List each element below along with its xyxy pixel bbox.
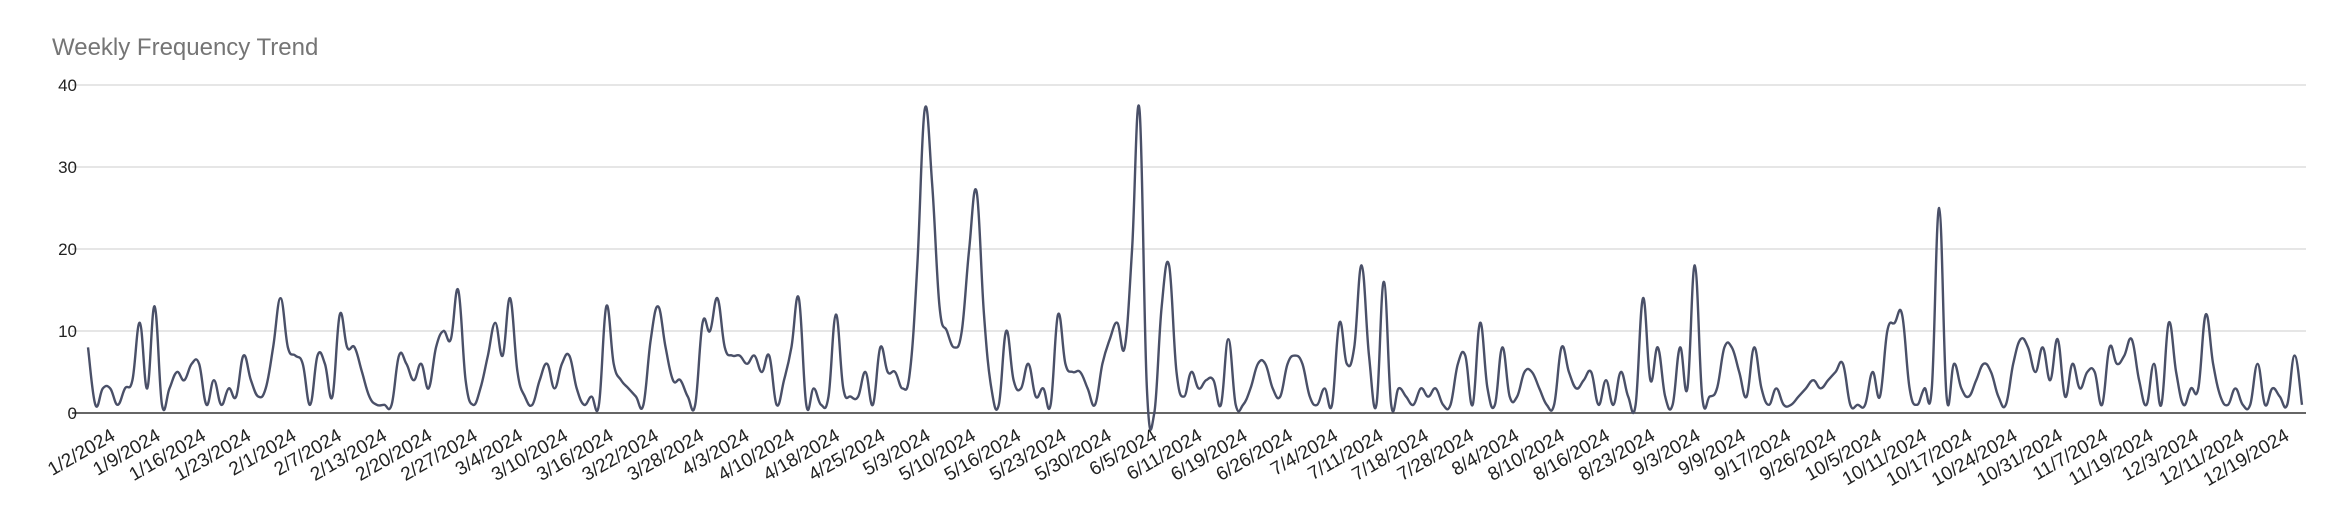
y-tick-label: 20 bbox=[58, 240, 77, 259]
x-axis-ticks: 1/2/20241/9/20241/16/20241/23/20242/1/20… bbox=[44, 425, 2293, 491]
y-tick-label: 40 bbox=[58, 76, 77, 95]
chart-title: Weekly Frequency Trend bbox=[52, 34, 319, 61]
y-tick-label: 30 bbox=[58, 158, 77, 177]
y-axis-ticks: 0 10 20 30 40 bbox=[58, 76, 77, 423]
y-tick-label: 0 bbox=[68, 404, 77, 423]
y-tick-label: 10 bbox=[58, 322, 77, 341]
series-line bbox=[86, 104, 2304, 431]
series bbox=[86, 104, 2304, 431]
